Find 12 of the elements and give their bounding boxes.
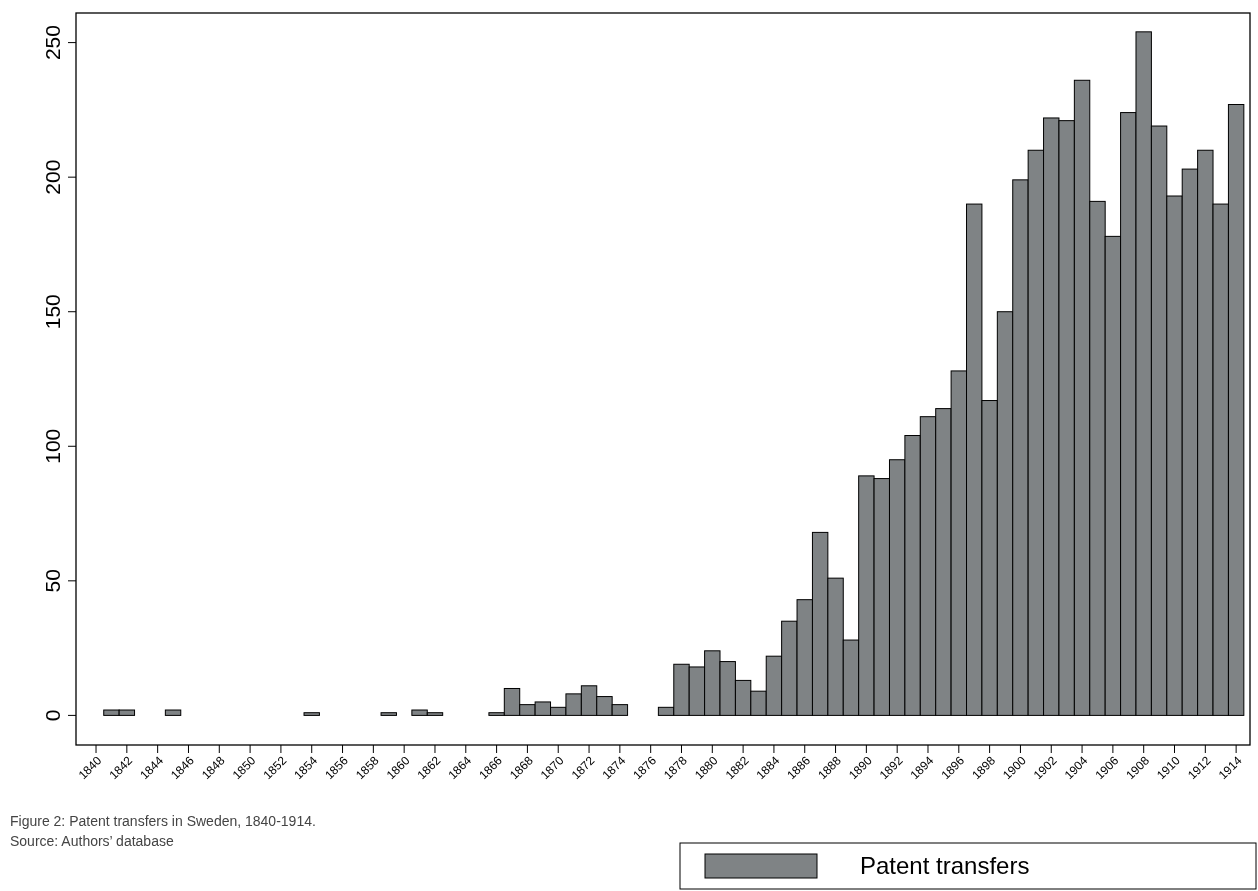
source-note: Source: Authors’ database bbox=[10, 833, 174, 849]
y-tick-label: 250 bbox=[41, 25, 64, 61]
legend-label: Patent transfers bbox=[860, 852, 1030, 879]
bar bbox=[303, 712, 320, 716]
caption: Figure 2: Patent transfers in Sweden, 1840-1914. bbox=[10, 813, 316, 829]
y-tick-label: 150 bbox=[41, 294, 64, 330]
bar bbox=[380, 712, 397, 716]
bar bbox=[164, 709, 182, 716]
y-tick-label: 100 bbox=[41, 428, 64, 464]
y-tick-label: 50 bbox=[41, 569, 64, 593]
y-tick-label: 0 bbox=[41, 709, 64, 722]
y-tick-label: 200 bbox=[41, 159, 64, 195]
